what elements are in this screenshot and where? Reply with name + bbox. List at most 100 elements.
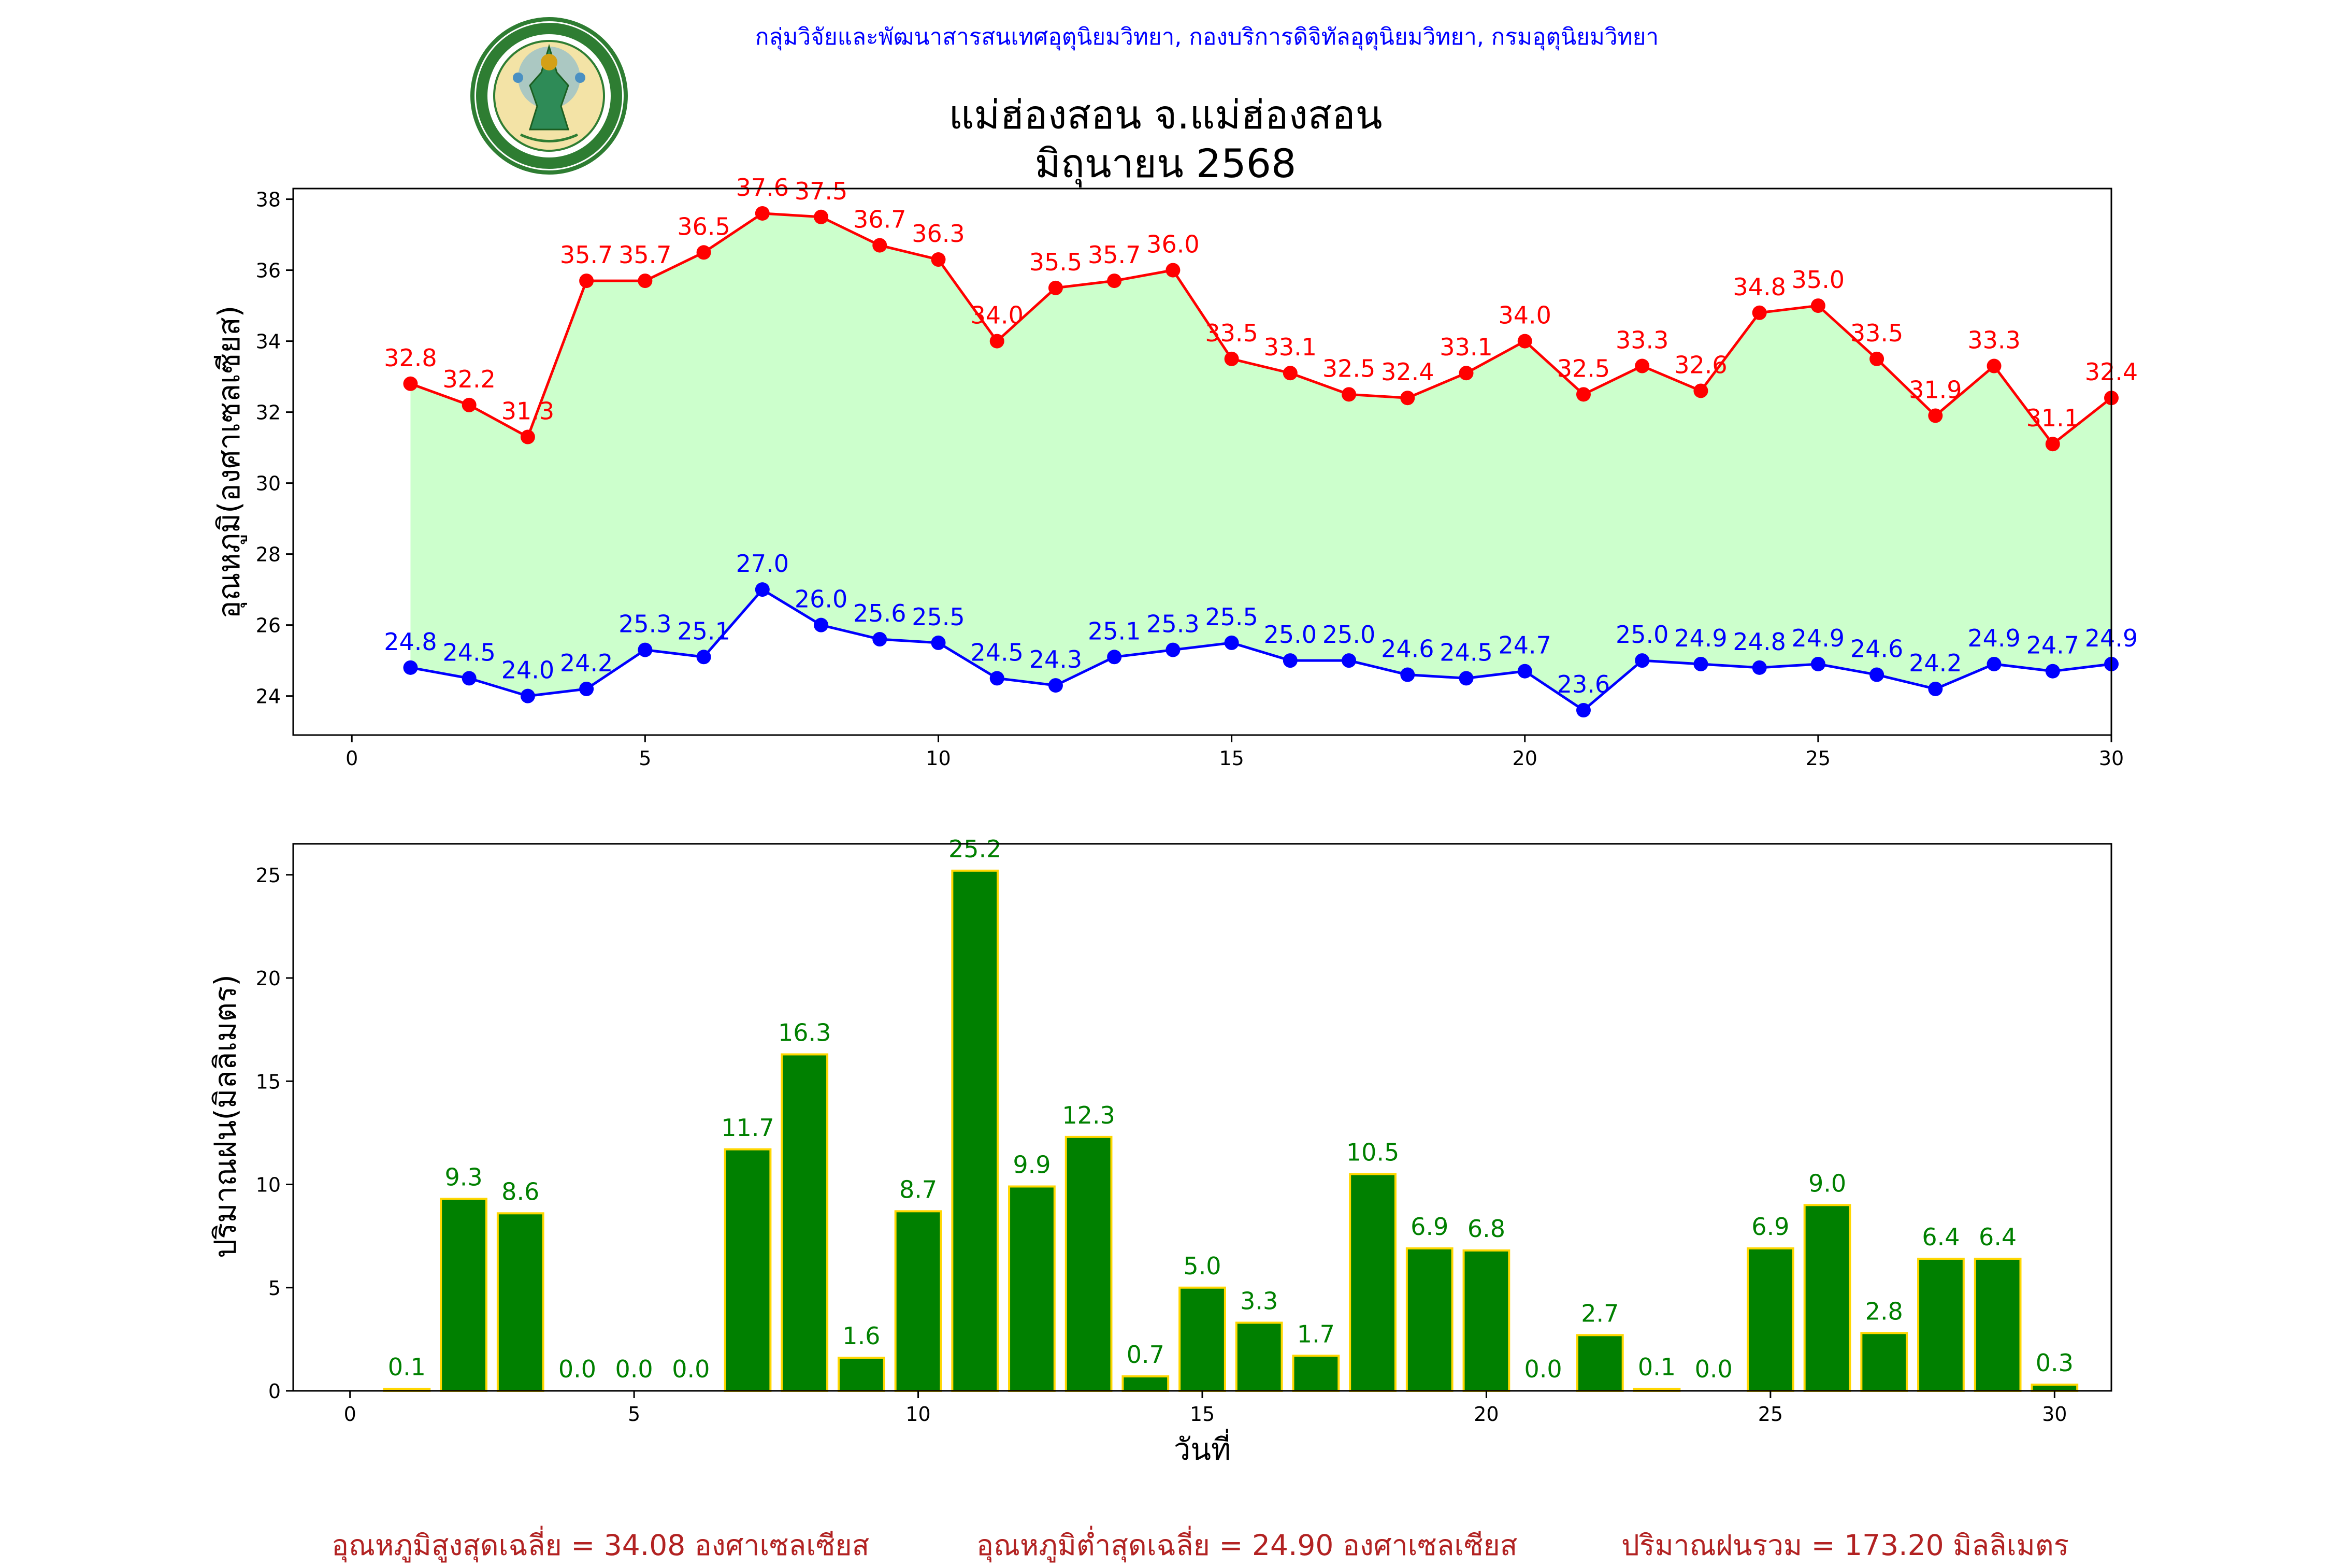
max-temperature-point <box>755 206 770 221</box>
max-temperature-label: 32.8 <box>384 344 437 372</box>
average-min-temperature: อุณหภูมิต่ำสุดเฉลี่ย = 24.90 องศาเซลเซีย… <box>976 1529 1518 1562</box>
min-temperature-point <box>1928 681 1943 696</box>
max-temperature-label: 32.6 <box>1674 351 1727 379</box>
max-temperature-label: 31.9 <box>1909 376 1962 404</box>
chart-title-station: แม่ฮ่องสอน จ.แม่ฮ่องสอน <box>948 92 1383 138</box>
rainfall-bar <box>838 1357 885 1392</box>
max-temperature-label: 35.7 <box>618 241 671 269</box>
rainfall-value-label: 8.6 <box>501 1177 539 1205</box>
temperature-y-tick-label: 26 <box>256 614 281 637</box>
rainfall-bar <box>1917 1257 1965 1392</box>
rainfall-bar <box>496 1212 544 1392</box>
rainfall-bar <box>724 1148 772 1392</box>
max-temperature-line <box>410 212 2112 446</box>
max-temperature-point <box>403 376 418 391</box>
rainfall-value-label: 0.0 <box>1695 1355 1733 1383</box>
rainfall-value-label: 2.8 <box>1865 1297 1903 1325</box>
min-temperature-point <box>1810 656 1825 671</box>
min-temperature-label: 24.6 <box>1381 635 1434 663</box>
rainfall-value-label: 0.3 <box>2036 1349 2074 1377</box>
min-temperature-label: 24.9 <box>1674 624 1727 652</box>
min-temperature-point <box>1400 667 1415 682</box>
rainfall-x-tick-label: 10 <box>905 1403 930 1426</box>
max-temperature-point <box>989 334 1004 349</box>
rainfall-bar <box>1121 1375 1170 1392</box>
rainfall-value-label: 5.0 <box>1183 1252 1221 1280</box>
rainfall-y-tick-label: 10 <box>256 1174 281 1197</box>
rainfall-x-tick-label: 30 <box>2042 1403 2067 1426</box>
min-temperature-point <box>520 688 535 703</box>
rainfall-value-label: 2.7 <box>1581 1299 1619 1327</box>
max-temperature-point <box>1459 366 1474 381</box>
rainfall-value-label: 9.9 <box>1013 1150 1051 1178</box>
max-temperature-point <box>1987 358 2002 373</box>
rainfall-value-label: 6.4 <box>1922 1223 1960 1251</box>
min-temperature-point <box>1752 660 1767 675</box>
max-temperature-label: 37.6 <box>736 174 789 202</box>
organization-name: กลุ่มวิจัยและพัฒนาสารสนเทศอุตุนิยมวิทยา,… <box>755 24 1659 50</box>
max-temperature-point <box>1752 305 1767 320</box>
rainfall-bar <box>1064 1135 1113 1392</box>
rainfall-value-label: 1.7 <box>1297 1320 1335 1348</box>
rainfall-value-label: 0.0 <box>558 1355 596 1383</box>
max-temperature-point <box>1576 387 1591 402</box>
max-temperature-label: 33.5 <box>1205 319 1258 347</box>
max-temperature-label: 34.0 <box>970 301 1023 329</box>
max-temperature-point <box>1048 280 1063 295</box>
temperature-x-tick-label: 15 <box>1219 747 1244 770</box>
max-temperature-point <box>1517 334 1532 349</box>
min-temperature-point <box>2045 664 2060 679</box>
rainfall-value-label: 0.1 <box>388 1353 426 1381</box>
min-temperature-point <box>872 632 887 647</box>
temperature-y-tick-label: 36 <box>256 260 281 282</box>
chart-title-month: มิถุนายน 2568 <box>1034 140 1297 186</box>
temperature-x-tick-label: 10 <box>926 747 951 770</box>
min-temperature-point <box>1459 671 1474 686</box>
rainfall-y-axis-label: ปริมาณฝน(มิลลิเมตร) <box>208 974 243 1258</box>
rainfall-value-label: 10.5 <box>1346 1139 1399 1167</box>
min-temperature-point <box>1517 664 1532 679</box>
min-temperature-label: 24.7 <box>1499 631 1551 659</box>
rainfall-bar <box>951 869 999 1392</box>
max-temperature-point <box>1107 274 1122 289</box>
min-temperature-label: 25.5 <box>1205 603 1258 631</box>
rainfall-value-label: 6.9 <box>1411 1213 1448 1241</box>
min-temperature-point <box>403 660 418 675</box>
rainfall-bar <box>1462 1249 1510 1392</box>
min-temperature-point <box>462 671 477 686</box>
max-temperature-label: 33.1 <box>1264 333 1317 361</box>
rainfall-value-label: 8.7 <box>899 1175 937 1203</box>
min-temperature-point <box>579 681 594 696</box>
rainfall-x-tick-label: 0 <box>344 1403 356 1426</box>
max-temperature-label: 33.3 <box>1967 326 2020 354</box>
rainfall-bar <box>781 1053 829 1392</box>
rainfall-bar <box>1747 1247 1794 1392</box>
rainfall-value-label: 0.1 <box>1638 1353 1676 1381</box>
max-temperature-label: 32.4 <box>1381 358 1434 386</box>
min-temperature-label: 25.0 <box>1616 621 1668 649</box>
min-temperature-label: 25.1 <box>677 617 730 645</box>
max-temperature-label: 36.3 <box>912 220 965 248</box>
min-temperature-label: 24.8 <box>384 628 437 656</box>
max-temperature-point <box>1342 387 1357 402</box>
max-temperature-label: 35.7 <box>560 241 613 269</box>
max-temperature-point <box>1283 366 1298 381</box>
max-temperature-point <box>1224 351 1239 366</box>
max-temperature-point <box>814 209 829 224</box>
max-temperature-point <box>872 238 887 253</box>
rainfall-bar <box>1860 1332 1908 1392</box>
max-temperature-label: 35.7 <box>1088 241 1141 269</box>
rainfall-bar <box>1008 1185 1056 1392</box>
temperature-y-tick-label: 30 <box>256 472 281 495</box>
rainfall-value-label: 6.4 <box>1979 1223 2017 1251</box>
max-temperature-point <box>520 429 535 444</box>
rainfall-bar <box>1178 1286 1226 1392</box>
rainfall-bar <box>1292 1355 1340 1392</box>
rainfall-bar <box>1803 1204 1851 1392</box>
temperature-y-tick-label: 38 <box>256 189 281 211</box>
min-temperature-point <box>1342 653 1357 668</box>
min-temperature-label: 24.2 <box>1909 649 1962 677</box>
max-temperature-label: 33.1 <box>1440 333 1492 361</box>
min-temperature-point <box>931 635 946 650</box>
rainfall-value-label: 1.6 <box>842 1322 880 1350</box>
